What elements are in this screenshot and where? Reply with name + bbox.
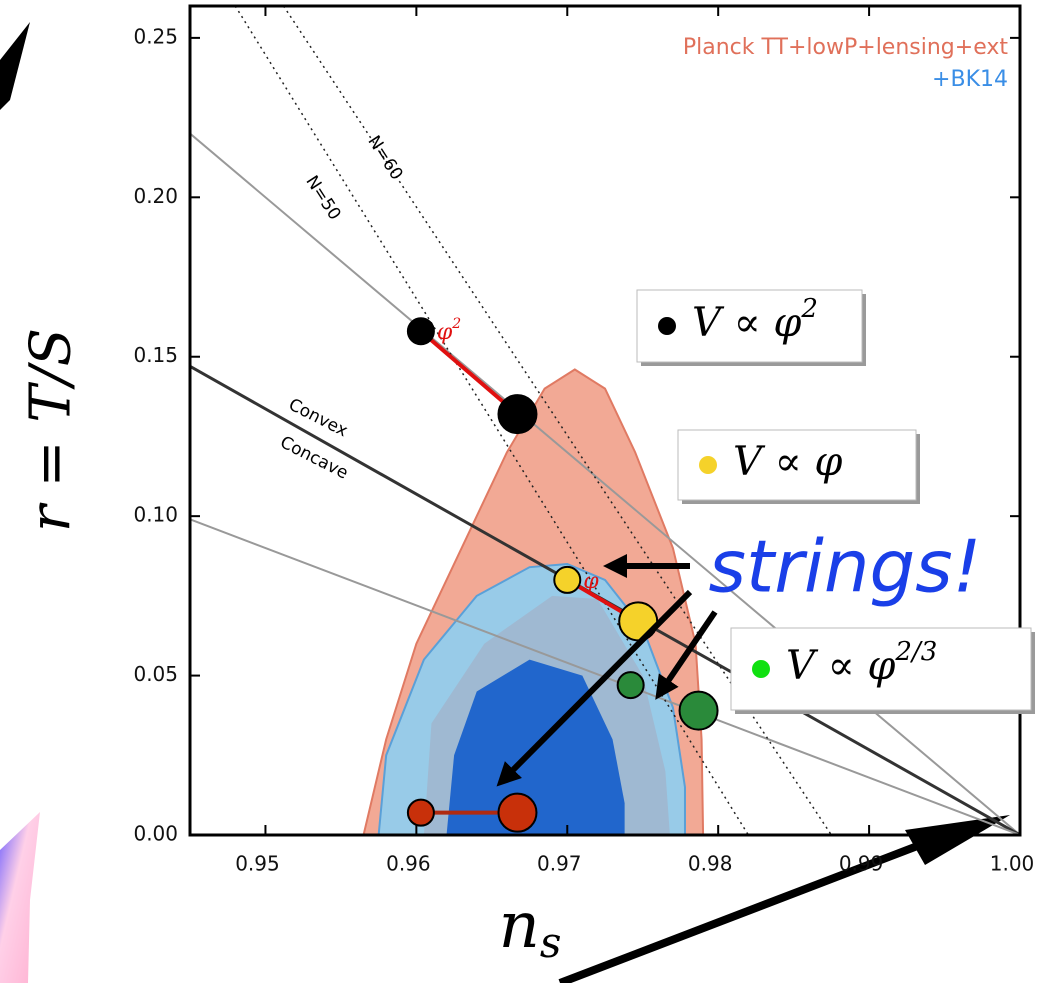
legend-label-exp: 2/3: [894, 637, 937, 667]
point-label-main: φ: [583, 569, 599, 594]
chart: ConvexConcaveN=50N=60φ2V ∝ φ2φV ∝ φV ∝ φ…: [0, 0, 1038, 983]
legend-label-exp: 2: [800, 294, 818, 324]
y-tick-label: 0.20: [133, 184, 178, 208]
point: [408, 800, 434, 826]
annotation: strings!: [708, 525, 981, 609]
y-tick-label: 0.05: [133, 662, 178, 686]
x-tick-label: 0.96: [386, 852, 431, 876]
legend-label: V ∝ φ2: [692, 294, 818, 346]
point-label: φ: [583, 569, 599, 594]
point: [680, 692, 718, 730]
decor-arrowhead: [0, 22, 30, 110]
point-label-main: φ: [437, 320, 453, 345]
line-label: Convex: [285, 395, 351, 442]
x-axis-label-sub: s: [540, 918, 562, 967]
y-tick-label: 0.10: [133, 503, 178, 527]
x-tick-label: 0.95: [235, 852, 280, 876]
point: [554, 567, 580, 593]
legend-marker: [658, 317, 676, 335]
x-axis-label-main: n: [499, 889, 540, 963]
x-tick-label: 1.00: [990, 852, 1035, 876]
x-axis-label: ns: [499, 889, 562, 968]
y-tick-label: 0.15: [133, 343, 178, 367]
legend-label-main: V ∝ φ: [733, 439, 842, 485]
y-tick-label: 0.25: [133, 24, 178, 48]
line-label: N=50: [301, 172, 344, 224]
legend-label-main: V ∝ φ: [692, 300, 801, 346]
region-label: Planck TT+lowP+lensing+ext: [683, 35, 1008, 60]
legend-marker: [699, 456, 717, 474]
x-tick-label: 0.98: [688, 852, 733, 876]
point-label-exp: 2: [451, 316, 461, 332]
legend-label: V ∝ φ: [733, 439, 842, 485]
decor-cone: [0, 812, 40, 983]
legend-label-main: V ∝ φ: [786, 643, 895, 689]
y-tick-label: 0.00: [133, 822, 178, 846]
y-axis-label: r = T/S: [19, 328, 84, 532]
point: [498, 395, 536, 433]
region-label: +BK14: [932, 67, 1008, 92]
x-tick-label: 0.97: [537, 852, 582, 876]
line-label: N=60: [363, 132, 406, 184]
point: [498, 794, 536, 832]
legend-marker: [752, 660, 770, 678]
point-label: φ2: [437, 316, 461, 345]
point: [408, 318, 434, 344]
point: [618, 672, 644, 698]
x-tick-label: 0.99: [839, 852, 884, 876]
